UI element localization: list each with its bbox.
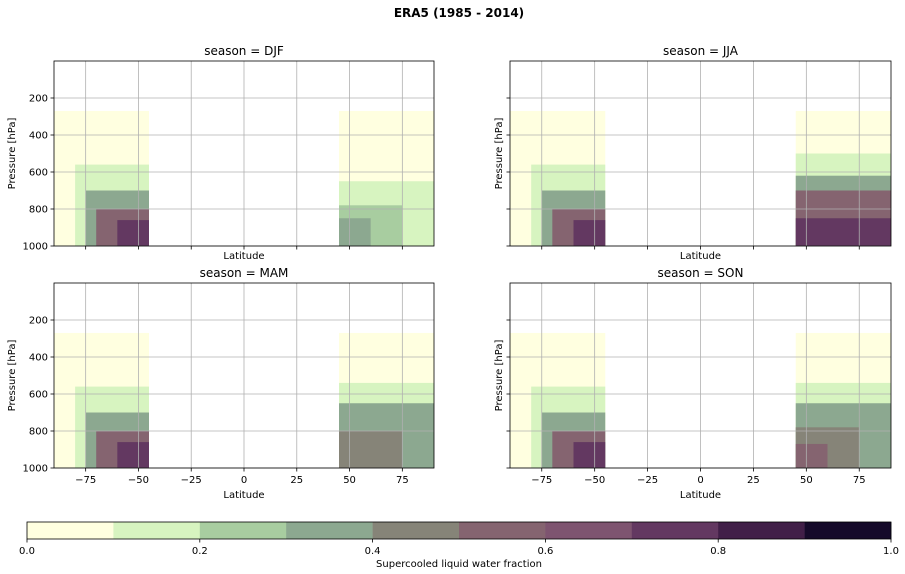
heatmap-cells xyxy=(510,110,891,246)
colorbar-segment xyxy=(199,522,287,539)
y-tick-label: 1000 xyxy=(23,242,48,253)
x-tick-label: −25 xyxy=(181,475,202,486)
heatmap-cell xyxy=(573,220,606,246)
y-tick-label: 200 xyxy=(29,94,48,105)
y-tick-label: 400 xyxy=(29,131,48,142)
x-tick-label: 0 xyxy=(241,475,247,486)
colorbar-segment xyxy=(545,522,633,539)
heatmap-cell xyxy=(117,220,149,246)
x-tick-label: −75 xyxy=(531,475,552,486)
x-axis-label: Latitude xyxy=(223,251,264,262)
x-tick-label: 75 xyxy=(853,475,866,486)
x-tick-label: 0 xyxy=(697,475,703,486)
subplot-2: season = JJA Latitude Pressure [hPa] xyxy=(494,44,892,262)
subplot-title: season = MAM xyxy=(200,266,289,280)
heatmap-cell xyxy=(795,218,891,246)
y-axis-label: Pressure [hPa] xyxy=(494,340,505,412)
heatmap-cell xyxy=(117,442,149,468)
colorbar-segment xyxy=(718,522,805,539)
panels: 200 400 600 800 1000 season = DJF Latitude Pres… xyxy=(7,44,892,501)
colorbar-segment xyxy=(113,522,201,539)
colorbar-frame xyxy=(26,521,892,540)
subplot-title: season = DJF xyxy=(204,44,284,58)
x-axis-label: Latitude xyxy=(680,490,721,501)
colorbar-segment xyxy=(372,522,460,539)
x-tick-label: 25 xyxy=(290,475,303,486)
x-tick-label: 25 xyxy=(747,475,760,486)
x-axis-label: Latitude xyxy=(680,251,721,262)
x-tick-label: −50 xyxy=(584,475,605,486)
subplot-3: −75 −50 −25 0 25 50 75 200 400 600 800 1000 season =… xyxy=(7,266,435,501)
y-tick-label: 800 xyxy=(29,205,48,216)
heatmap-cells xyxy=(510,332,891,468)
x-tick-label: −75 xyxy=(75,475,96,486)
colorbar-tick-label: 1.0 xyxy=(883,546,899,557)
x-tick-label: 50 xyxy=(800,475,813,486)
colorbar-tick-label: 0.4 xyxy=(365,546,381,557)
subplot-title: season = SON xyxy=(658,266,744,280)
colorbar-segment xyxy=(631,522,719,539)
y-axis-label: Pressure [hPa] xyxy=(7,340,18,412)
x-axis-label: Latitude xyxy=(223,490,264,501)
colorbar-tick-label: 0.8 xyxy=(710,546,726,557)
colorbar-tick-label: 0.6 xyxy=(537,546,553,557)
colorbar-segment xyxy=(286,522,373,539)
x-tick-label: 75 xyxy=(396,475,409,486)
colorbar: 0.0 0.2 0.4 0.6 0.8 1.0 Supercooled liquid wat… xyxy=(19,521,899,570)
subplot-4: −75 −50 −25 0 25 50 75 season = SON Latitude Pres… xyxy=(494,266,892,501)
heatmap-cell xyxy=(795,443,828,468)
x-tick-label: 50 xyxy=(343,475,356,486)
figure-title: ERA5 (1985 - 2014) xyxy=(394,6,524,20)
gridlines xyxy=(510,283,891,469)
colorbar-tick-label: 0.2 xyxy=(192,546,208,557)
x-tick-label: −50 xyxy=(128,475,149,486)
y-tick-label: 800 xyxy=(29,427,48,438)
colorbar-segment xyxy=(804,522,892,539)
colorbar-tick-label: 0.0 xyxy=(19,546,35,557)
y-axis-label: Pressure [hPa] xyxy=(7,118,18,190)
heatmap-cell xyxy=(573,442,606,468)
y-axis-label: Pressure [hPa] xyxy=(494,118,505,190)
colorbar-label: Supercooled liquid water fraction xyxy=(376,559,542,570)
x-tick-label: −25 xyxy=(637,475,658,486)
heatmap-cell xyxy=(339,218,371,246)
y-tick-label: 600 xyxy=(29,390,48,401)
y-tick-label: 200 xyxy=(29,316,48,327)
colorbar-segment xyxy=(459,522,546,539)
y-tick-label: 600 xyxy=(29,168,48,179)
colorbar-segment xyxy=(27,522,114,539)
subplot-1: 200 400 600 800 1000 season = DJF Latitude Pres… xyxy=(7,44,435,262)
y-tick-label: 1000 xyxy=(23,464,48,475)
heatmap-cell xyxy=(339,431,403,468)
y-tick-label: 400 xyxy=(29,353,48,364)
subplot-title: season = JJA xyxy=(663,44,739,58)
